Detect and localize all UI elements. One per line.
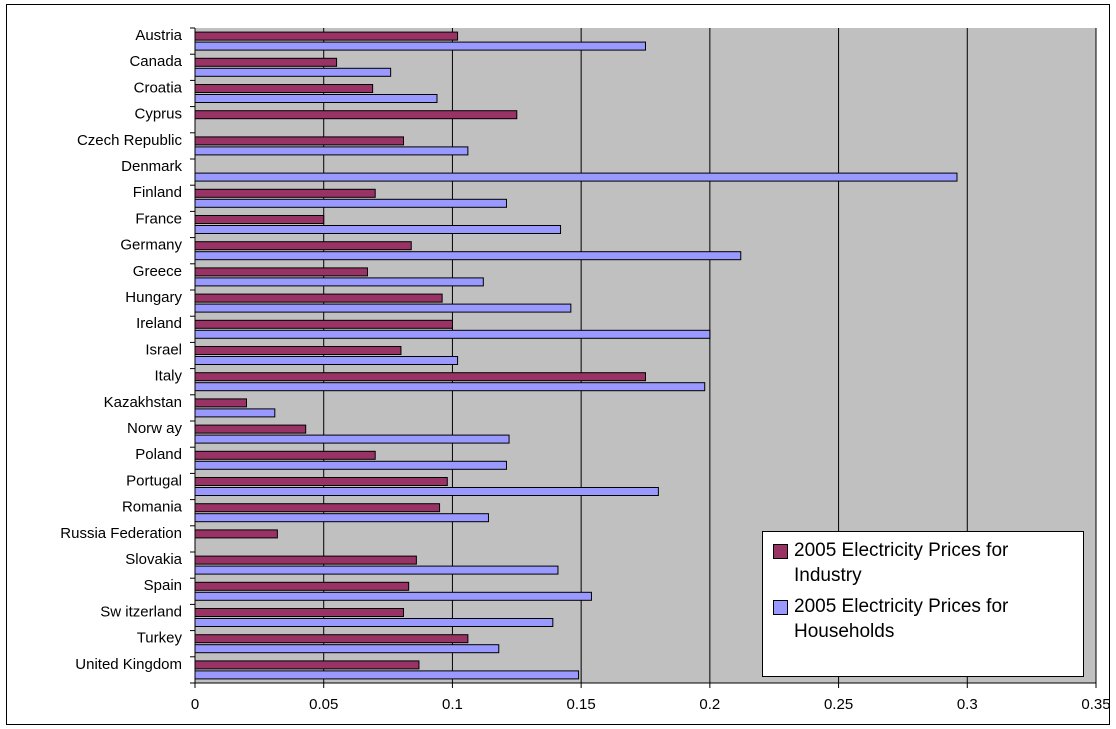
legend-item-industry: 2005 Electricity Prices for Industry [773,538,1075,588]
bar-industry [194,31,459,41]
y-tick-label: Poland [135,446,182,463]
bar-households [194,565,559,575]
bar-industry [194,215,325,224]
x-tick-label: 0.35 [1081,696,1110,713]
bar-industry [194,136,405,146]
bar-industry [194,110,518,120]
y-tick-label: Austria [135,27,182,44]
y-tick-label: Hungary [125,289,182,306]
bar-households [194,225,562,234]
bar-industry [194,398,247,408]
x-tick-label: 0 [191,696,199,713]
y-tick-label: Finland [133,184,182,201]
x-tick-label: 0.3 [957,696,978,713]
y-tick-label: Greece [133,263,182,280]
bar-households [194,460,507,470]
y-tick-label: Cyprus [134,106,182,123]
bar-households [194,513,489,523]
bar-households [194,434,510,444]
bar-households [194,67,392,77]
bar-households [194,382,706,392]
bar-households [194,618,554,627]
y-tick-label: United Kingdom [75,656,182,673]
y-tick-label: Sw itzerland [100,603,182,620]
y-tick-label: Ireland [136,315,182,332]
legend: 2005 Electricity Prices for Industry 200… [762,531,1084,677]
bar-households [194,41,646,51]
bar-industry [194,319,453,329]
legend-item-households: 2005 Electricity Prices for Households [773,594,1075,644]
legend-swatch-industry [773,544,788,559]
bar-households [194,487,659,496]
y-tick-label: Croatia [134,79,183,96]
bar-households [194,251,742,261]
bar-industry [194,241,412,251]
bar-industry [194,450,376,460]
y-tick-label: Portugal [126,472,182,489]
legend-label-industry: 2005 Electricity Prices for Industry [794,540,1009,586]
bar-industry [194,608,405,617]
y-tick-label: Israel [145,341,182,358]
y-tick-label: Kazakhstan [104,394,182,411]
bar-households [194,146,469,156]
y-tick-label: Italy [154,368,182,385]
bar-industry [194,293,443,303]
bar-industry [194,267,368,277]
y-tick-label: Germany [120,237,182,254]
bar-industry [194,581,410,591]
x-tick-label: 0.25 [824,696,853,713]
y-tick-label: Czech Republic [77,132,183,149]
bar-industry [194,188,376,198]
y-tick-label: Norw ay [127,420,183,437]
bar-industry [194,555,417,565]
x-tick-label: 0.2 [699,696,720,713]
y-tick-label: Canada [129,53,182,70]
x-tick-label: 0.05 [309,696,338,713]
bar-households [194,303,572,313]
bar-households [194,329,711,339]
bar-households [194,94,438,103]
bar-industry [194,372,646,382]
bar-industry [194,660,420,670]
bar-households [194,644,500,654]
bar-industry [194,477,448,486]
bar-households [194,408,276,418]
x-tick-label: 0.15 [567,696,596,713]
y-tick-label: Slovakia [125,551,182,568]
bar-industry [194,424,307,434]
bar-households [194,172,958,182]
x-tick-label: 0.1 [442,696,463,713]
y-tick-label: Romania [122,499,183,516]
y-tick-label: France [135,210,182,227]
legend-label-households: 2005 Electricity Prices for Households [794,596,1009,642]
y-tick-label: Russia Federation [60,525,182,542]
bar-industry [194,346,402,355]
bar-households [194,670,580,680]
bar-households [194,198,507,208]
bar-industry [194,503,441,513]
bar-households [194,356,459,365]
legend-swatch-households [773,600,788,615]
y-tick-label: Denmark [121,158,182,175]
bar-households [194,591,592,601]
bar-industry [194,84,374,93]
y-tick-label: Spain [144,577,182,594]
bar-industry [194,529,278,539]
bar-households [194,277,484,287]
bar-industry [194,634,469,644]
bar-industry [194,57,338,67]
y-tick-label: Turkey [137,630,183,647]
